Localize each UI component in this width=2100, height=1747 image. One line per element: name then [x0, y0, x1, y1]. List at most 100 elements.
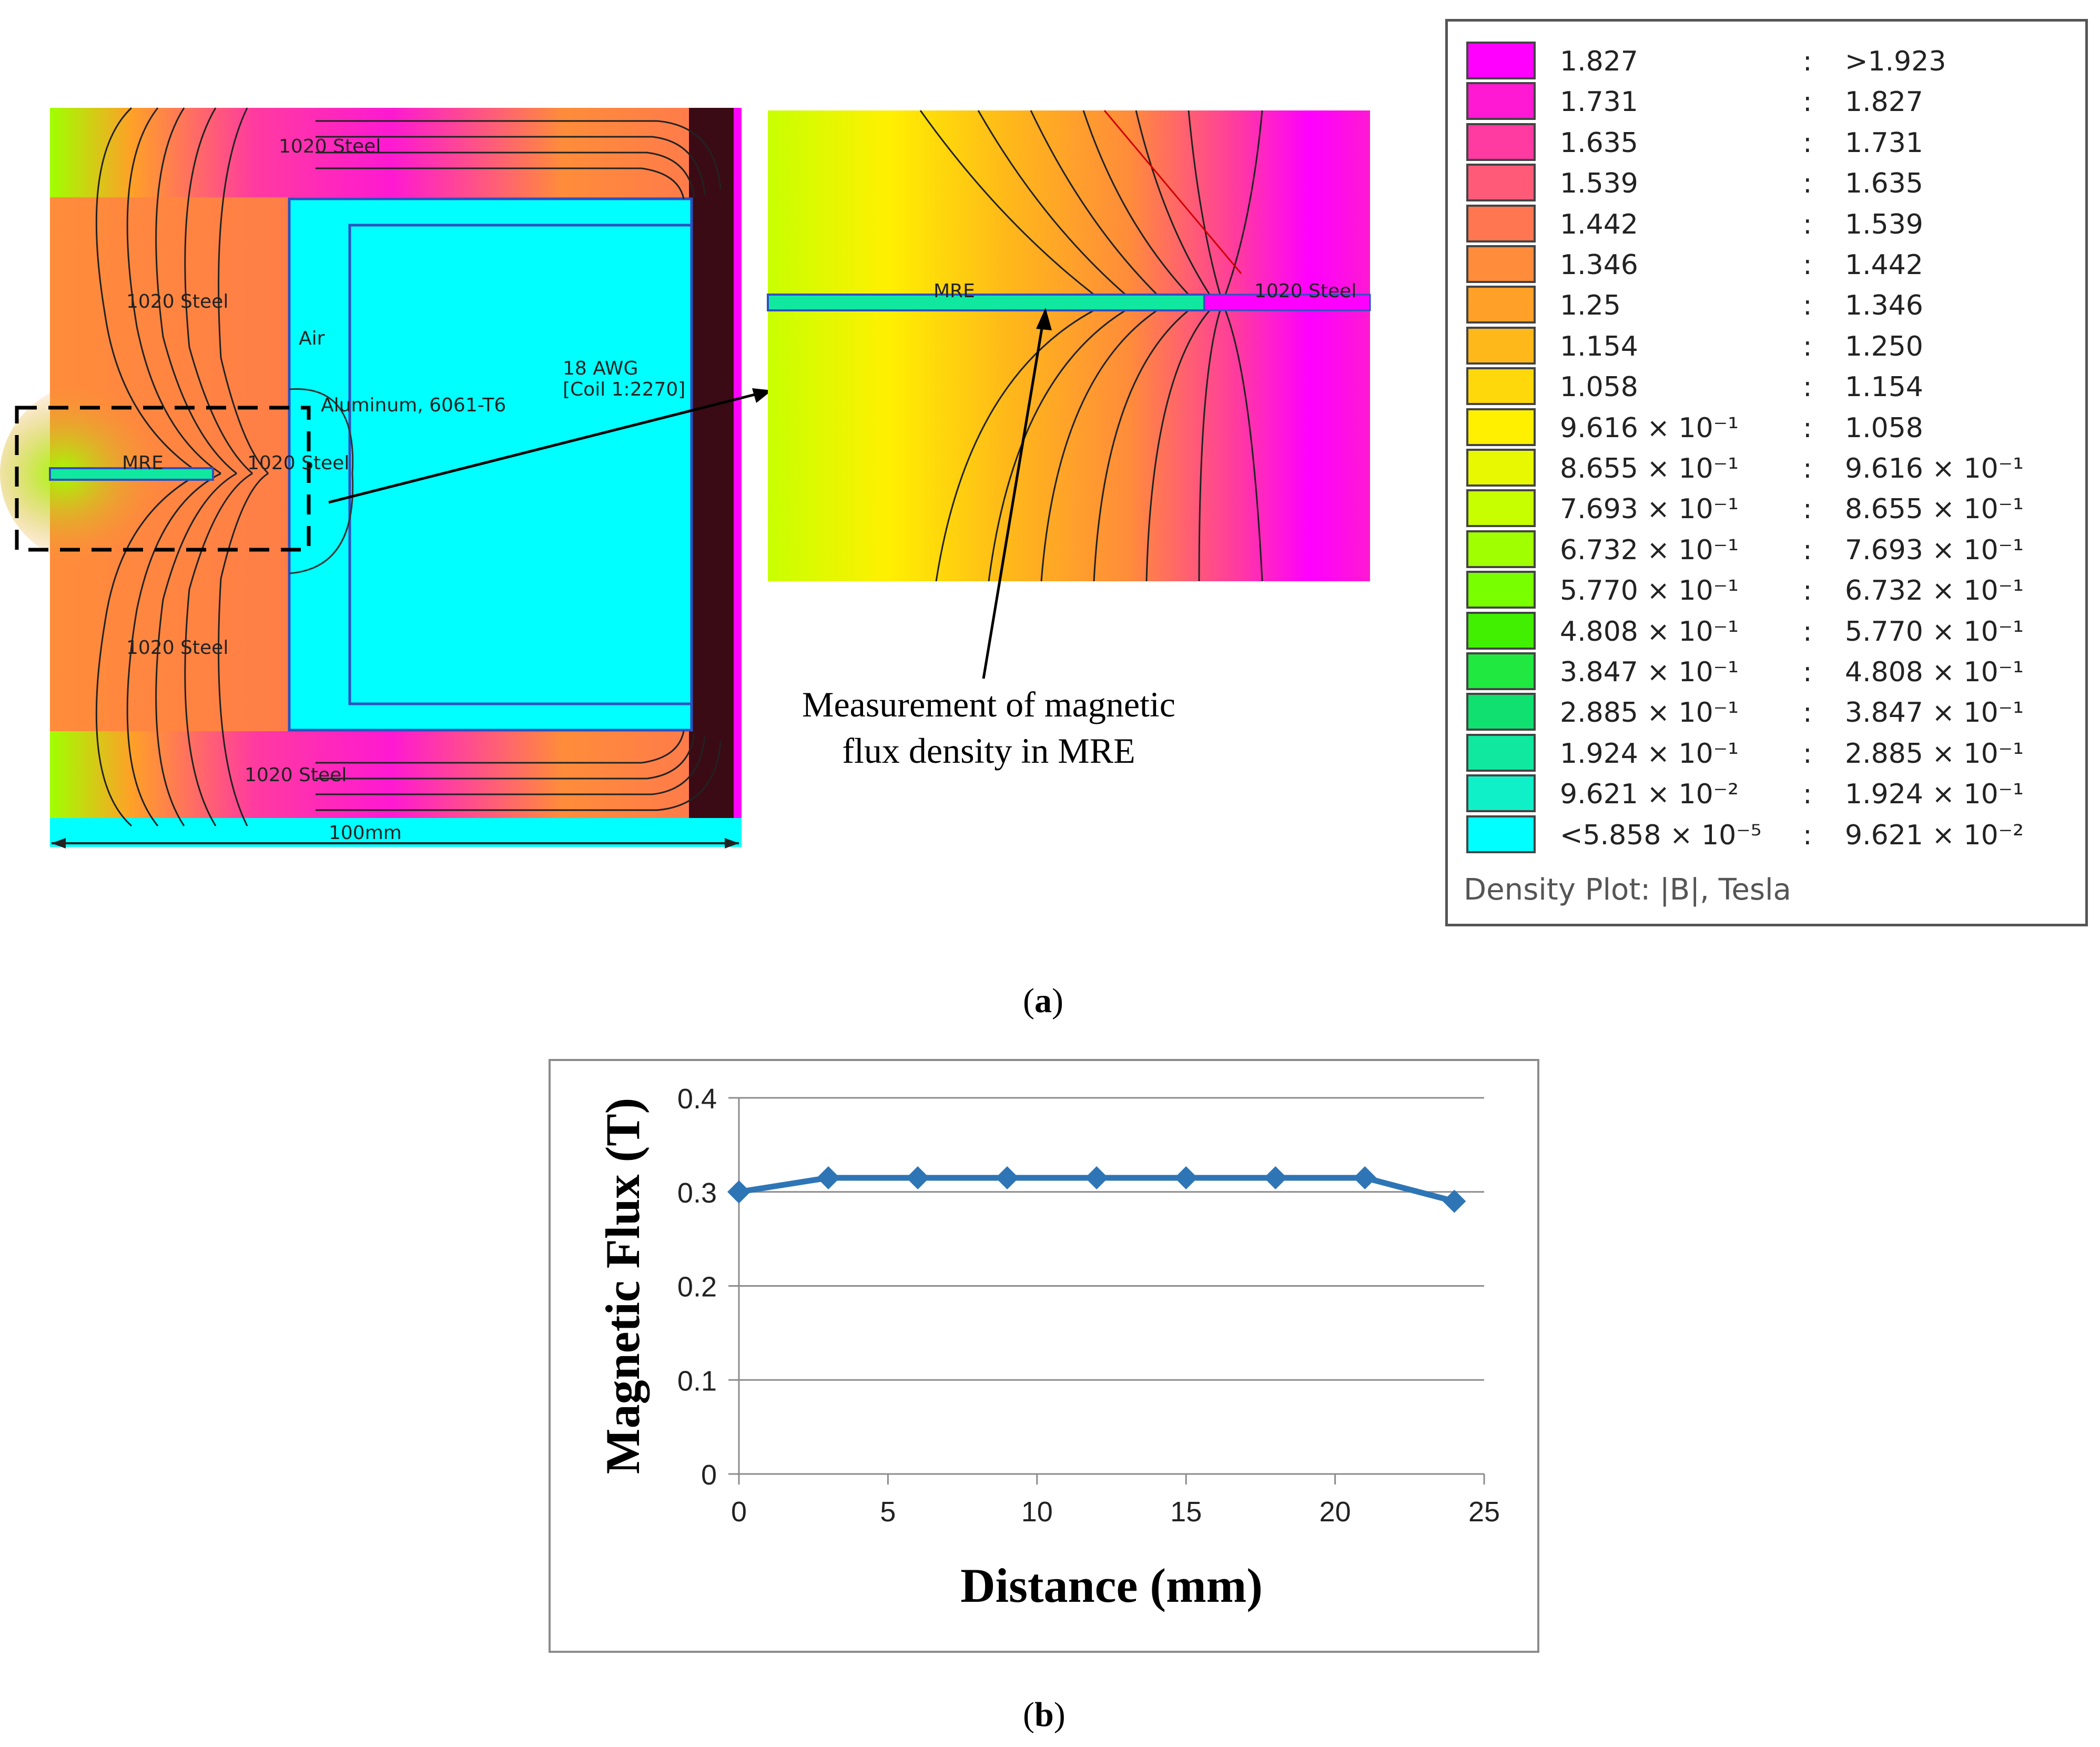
legend-range-low: 1.25 — [1560, 290, 1621, 322]
legend-swatch — [1466, 82, 1536, 120]
fem-dimension-arrow-left — [52, 838, 66, 849]
legend-range-low: <5.858 × 10⁻⁵ — [1560, 819, 1762, 851]
legend-swatch — [1466, 204, 1536, 243]
fem-label-coil-awg: 18 AWG — [563, 358, 638, 379]
fem-label-coil-turns: [Coil 1:2270] — [563, 379, 685, 400]
fem-aluminum-boundary — [289, 388, 354, 574]
zoom-steel-strip — [1203, 294, 1371, 311]
legend-range-high: 1.442 — [1845, 249, 1923, 281]
x-tick-label: 15 — [1170, 1496, 1202, 1528]
legend-row: 1.442: 1.539 — [1466, 204, 2071, 245]
chart-frame — [549, 1059, 1539, 1653]
legend-separator: : — [1803, 493, 1812, 526]
zoom-pointer — [328, 388, 772, 504]
legend-row: 3.847 × 10⁻¹: 4.808 × 10⁻¹ — [1466, 652, 2071, 693]
legend-separator: : — [1803, 819, 1812, 851]
y-tick-label: 0.4 — [677, 1083, 717, 1115]
legend-separator: : — [1803, 575, 1812, 607]
flux-line-chart: 0 0.1 0.2 0.3 0.4 0 5 10 15 20 25 Distance (mm) Magn… — [596, 1083, 1500, 1612]
legend-swatch — [1466, 530, 1536, 568]
legend-swatch — [1466, 693, 1536, 731]
y-tick-label: 0 — [701, 1459, 717, 1491]
legend-separator: : — [1803, 412, 1812, 444]
legend-separator: : — [1803, 290, 1812, 322]
fem-label-steel-lower: 1020 Steel — [126, 637, 228, 659]
zoom-background — [768, 110, 1370, 581]
legend-separator: : — [1803, 330, 1812, 362]
legend-swatch — [1466, 326, 1536, 365]
panel-a-label: (a) — [1023, 982, 1063, 1020]
legend-range-high: 2.885 × 10⁻¹ — [1845, 738, 2024, 770]
legend-row: 2.885 × 10⁻¹: 3.847 × 10⁻¹ — [1466, 693, 2071, 733]
legend-swatch — [1466, 652, 1536, 690]
legend-row: 9.616 × 10⁻¹: 1.058 — [1466, 408, 2071, 449]
legend-swatch — [1466, 774, 1536, 813]
legend-range-high: 1.635 — [1845, 168, 1923, 200]
legend-row: <5.858 × 10⁻⁵: 9.621 × 10⁻² — [1466, 815, 2071, 856]
measurement-pointer — [982, 308, 1052, 679]
legend-range-high: 6.732 × 10⁻¹ — [1845, 575, 2024, 607]
panel-b-label: (b) — [1023, 1695, 1066, 1734]
panel-b-letter: b — [1034, 1695, 1054, 1734]
legend-separator: : — [1803, 86, 1812, 118]
legend-range-low: 1.346 — [1560, 249, 1638, 281]
legend-range-low: 3.847 × 10⁻¹ — [1560, 657, 1739, 688]
legend-range-high: 1.346 — [1845, 290, 1923, 322]
legend-swatch — [1466, 367, 1536, 406]
panel-a-letter: a — [1034, 982, 1052, 1020]
fem-right-steel — [689, 108, 734, 826]
legend-swatch — [1466, 733, 1536, 772]
zoom-label-steel: 1020 Steel — [1254, 280, 1356, 302]
x-tick-label: 5 — [880, 1496, 896, 1528]
legend-swatch — [1466, 164, 1536, 202]
legend-range-high: 5.770 × 10⁻¹ — [1845, 615, 2024, 648]
fem-label-dimension: 100mm — [329, 822, 402, 844]
legend-separator: : — [1803, 453, 1812, 484]
data-point — [1174, 1166, 1198, 1189]
legend-range-high: 8.655 × 10⁻¹ — [1845, 493, 2024, 526]
fem-label-aluminum: Aluminum, 6061-T6 — [321, 395, 506, 416]
legend-range-low: 2.885 × 10⁻¹ — [1560, 697, 1739, 729]
legend-swatch — [1466, 449, 1536, 487]
legend-separator: : — [1803, 371, 1812, 403]
legend-row: 1.539: 1.635 — [1466, 164, 2071, 204]
legend-range-high: 1.154 — [1845, 371, 1923, 403]
legend-row: 4.808 × 10⁻¹:5.770 × 10⁻¹ — [1466, 611, 2071, 652]
legend-range-low: 1.635 — [1560, 127, 1638, 159]
y-tick-label: 0.3 — [677, 1177, 717, 1209]
fem-flux-lines — [95, 107, 722, 827]
legend-row: 7.693 × 10⁻¹:8.655 × 10⁻¹ — [1466, 489, 2071, 530]
zoom-mre-strip — [767, 294, 1205, 311]
legend-separator: : — [1803, 208, 1812, 240]
legend-row: 6.732 × 10⁻¹: 7.693 × 10⁻¹ — [1466, 530, 2071, 571]
legend-range-low: 5.770 × 10⁻¹ — [1560, 575, 1739, 607]
legend-separator: : — [1803, 534, 1812, 566]
legend-range-high: 3.847 × 10⁻¹ — [1845, 697, 2024, 729]
zoom-label-mre: MRE — [934, 280, 975, 302]
legend-separator: : — [1803, 127, 1812, 159]
legend-range-low: 7.693 × 10⁻¹ — [1560, 493, 1739, 526]
legend-separator: : — [1803, 779, 1812, 811]
data-point — [1353, 1166, 1377, 1189]
legend-range-low: 1.731 — [1560, 86, 1638, 118]
legend-row: 5.770 × 10⁻¹: 6.732 × 10⁻¹ — [1466, 571, 2071, 611]
legend-swatch — [1466, 42, 1536, 79]
legend-swatch — [1466, 571, 1536, 609]
fem-label-steel-top: 1020 Steel — [279, 136, 381, 157]
legend-separator: : — [1803, 249, 1812, 281]
legend-swatch — [1466, 245, 1536, 283]
legend-range-low: 4.808 × 10⁻¹ — [1560, 615, 1739, 648]
fem-label-steel-upper: 1020 Steel — [126, 291, 228, 312]
legend-row: 1.731: 1.827 — [1466, 82, 2071, 123]
legend-separator: : — [1803, 46, 1812, 77]
legend-row: 1.25: 1.346 — [1466, 286, 2071, 326]
legend-range-low: 1.924 × 10⁻¹ — [1560, 738, 1739, 770]
fem-label-air: Air — [299, 328, 325, 349]
legend-range-low: 8.655 × 10⁻¹ — [1560, 453, 1739, 484]
legend-range-high: 1.827 — [1845, 86, 1923, 118]
legend-separator: : — [1803, 168, 1812, 200]
fem-zoom-box — [15, 406, 311, 552]
legend-range-high: 1.731 — [1845, 127, 1923, 159]
x-axis-title: Distance (mm) — [960, 1559, 1263, 1612]
legend-swatch — [1466, 286, 1536, 324]
